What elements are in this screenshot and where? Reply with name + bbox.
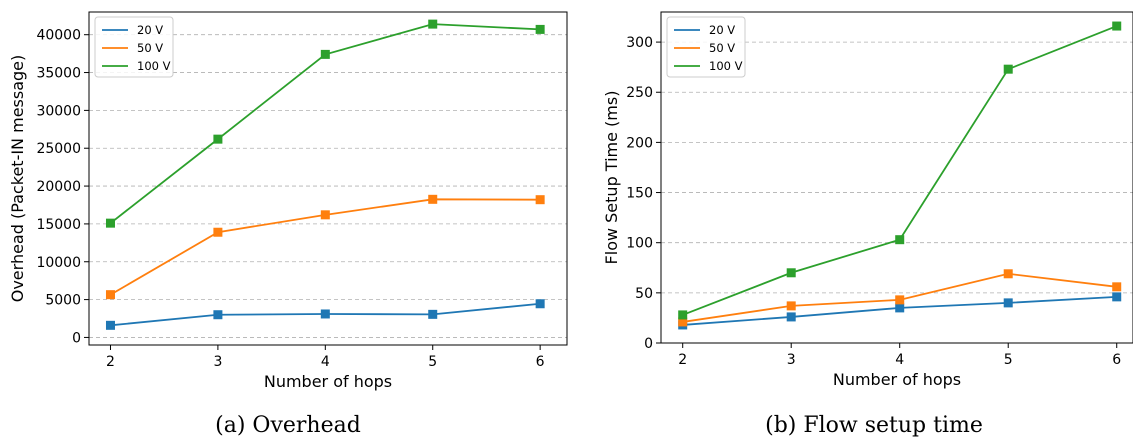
data-point-100-v	[1112, 21, 1122, 31]
data-point-50-v	[786, 301, 796, 311]
data-point-100-v	[535, 24, 545, 34]
y-tick-label: 35000	[36, 66, 81, 82]
legend-label-50-v: 50 V	[137, 41, 163, 55]
data-point-20-v	[1112, 292, 1122, 302]
legend-label-50-v: 50 V	[709, 41, 735, 55]
data-point-50-v	[535, 195, 545, 205]
data-point-20-v	[428, 309, 438, 319]
data-point-20-v	[320, 309, 330, 319]
x-tick-label: 5	[428, 354, 437, 370]
data-point-100-v	[1003, 64, 1013, 74]
y-tick-label: 25000	[36, 141, 81, 157]
caption-flow-setup-time: (b) Flow setup time	[765, 413, 983, 438]
legend-label-100-v: 100 V	[709, 59, 743, 73]
x-tick-label: 4	[895, 352, 904, 368]
overhead-chart: 0 5000 10000 15000 20000 25000 30000 35000 40000…	[8, 11, 568, 391]
x-tick-label: 4	[321, 354, 330, 370]
data-point-20-v	[213, 310, 223, 320]
y-tick-label: 300	[626, 35, 653, 51]
legend-label-20-v: 20 V	[137, 23, 163, 37]
y-tick-label: 20000	[36, 179, 81, 195]
data-point-50-v	[1003, 269, 1013, 279]
caption-overhead: (a) Overhead	[215, 413, 361, 438]
y-tick-label: 50	[635, 286, 653, 302]
data-point-50-v	[1112, 282, 1122, 292]
y-axis-label: Overhead (Packet-IN message)	[8, 55, 27, 303]
legend-box	[94, 16, 174, 78]
x-tick-label: 6	[1112, 352, 1121, 368]
y-tick-label: 200	[626, 135, 653, 151]
legend-label-20-v: 20 V	[709, 23, 735, 37]
data-point-100-v	[105, 218, 115, 228]
y-tick-label: 15000	[36, 217, 81, 233]
x-tick-label: 5	[1004, 352, 1013, 368]
data-point-20-v	[105, 320, 115, 330]
y-tick-label: 5000	[45, 293, 81, 309]
y-tick-label: 100	[626, 236, 653, 252]
x-tick-label: 6	[536, 354, 545, 370]
x-tick-label: 3	[213, 354, 222, 370]
data-point-50-v	[105, 290, 115, 300]
y-tick-label: 0	[72, 330, 81, 346]
flow-setup-time-chart: 0 50 100 150 200 250 300 2 3 4 5 6 Number of hops Flo…	[602, 11, 1133, 389]
x-tick-label: 2	[678, 352, 687, 368]
legend-label-100-v: 100 V	[137, 59, 171, 73]
data-point-20-v	[1003, 298, 1013, 308]
data-point-20-v	[786, 312, 796, 322]
y-tick-label: 10000	[36, 255, 81, 271]
data-point-50-v	[678, 317, 688, 327]
x-axis-label: Number of hops	[264, 372, 392, 391]
data-point-50-v	[428, 194, 438, 204]
data-point-100-v	[895, 235, 905, 245]
y-tick-label: 250	[626, 85, 653, 101]
legend-box	[666, 16, 746, 78]
data-point-100-v	[786, 268, 796, 278]
plot-frame	[88, 11, 568, 346]
x-axis-label: Number of hops	[833, 370, 961, 389]
data-point-20-v	[535, 299, 545, 309]
y-tick-label: 30000	[36, 103, 81, 119]
x-tick-label: 3	[787, 352, 796, 368]
y-tick-label: 150	[626, 186, 653, 202]
data-point-100-v	[678, 310, 688, 320]
y-tick-label: 40000	[36, 28, 81, 44]
data-point-50-v	[895, 295, 905, 305]
data-point-50-v	[213, 227, 223, 237]
data-point-100-v	[213, 134, 223, 144]
y-axis-label: Flow Setup Time (ms)	[602, 91, 621, 265]
series-line-100-v	[682, 25, 1118, 316]
x-tick-label: 2	[106, 354, 115, 370]
data-point-100-v	[320, 49, 330, 59]
data-point-20-v	[895, 303, 905, 313]
plot-frame	[660, 11, 1133, 344]
data-point-50-v	[320, 210, 330, 220]
y-tick-label: 0	[644, 336, 653, 352]
data-point-100-v	[428, 19, 438, 29]
